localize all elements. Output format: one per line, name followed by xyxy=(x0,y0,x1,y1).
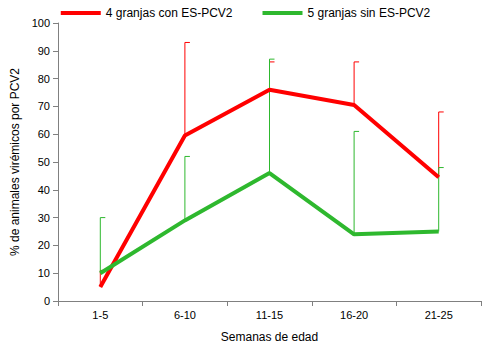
svg-text:60: 60 xyxy=(38,128,50,140)
svg-text:21-25: 21-25 xyxy=(425,309,453,321)
svg-text:6-10: 6-10 xyxy=(174,309,196,321)
svg-text:80: 80 xyxy=(38,73,50,85)
svg-text:100: 100 xyxy=(32,17,50,29)
svg-text:10: 10 xyxy=(38,267,50,279)
svg-text:30: 30 xyxy=(38,212,50,224)
svg-text:0: 0 xyxy=(44,295,50,307)
svg-text:1-5: 1-5 xyxy=(92,309,108,321)
svg-text:40: 40 xyxy=(38,184,50,196)
svg-text:4 granjas con ES-PCV2: 4 granjas con ES-PCV2 xyxy=(106,6,233,20)
svg-text:11-15: 11-15 xyxy=(256,309,283,321)
svg-text:5 granjas sin ES-PCV2: 5 granjas sin ES-PCV2 xyxy=(308,6,431,20)
svg-text:50: 50 xyxy=(38,156,50,168)
svg-text:20: 20 xyxy=(38,239,50,251)
svg-text:% de animales virémicos por PC: % de animales virémicos por PCV2 xyxy=(8,68,22,256)
svg-text:Semanas de edad: Semanas de edad xyxy=(221,330,318,344)
svg-text:16-20: 16-20 xyxy=(340,309,368,321)
svg-text:70: 70 xyxy=(38,100,50,112)
svg-text:90: 90 xyxy=(38,45,50,57)
